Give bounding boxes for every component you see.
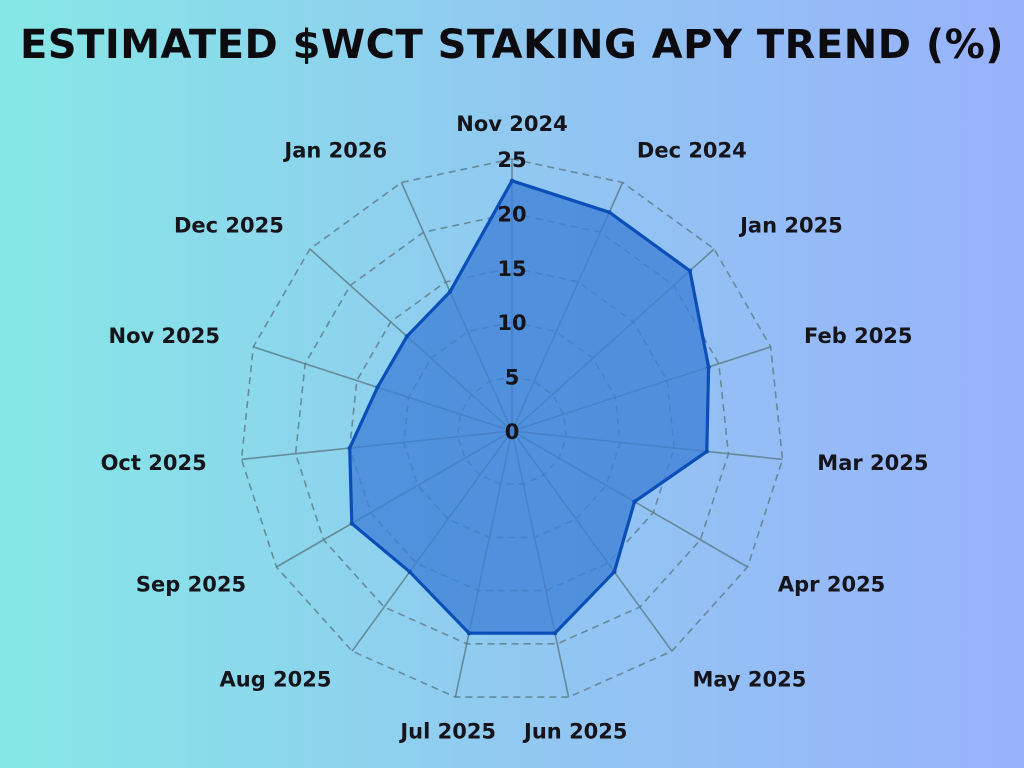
radial-tick-labels: 0 5 10 15 20 25 (497, 148, 526, 444)
data-point-7 (552, 631, 558, 636)
data-point-2 (687, 268, 693, 273)
data-point-3 (706, 364, 711, 370)
category-label-13: Dec 2025 (174, 214, 284, 238)
category-label-2: Jan 2025 (738, 214, 843, 238)
tick-label-5: 5 (505, 366, 520, 390)
category-label-5: Apr 2025 (778, 573, 885, 597)
data-point-1 (607, 210, 612, 215)
category-label-6: May 2025 (693, 667, 807, 691)
grid-ring-20 (294, 212, 730, 645)
category-label-11: Oct 2025 (101, 451, 207, 475)
category-labels: Nov 2024 Dec 2024 Jan 2025 Feb 2025 Mar 2025… (101, 112, 929, 743)
data-point-10 (349, 521, 354, 526)
tick-label-20: 20 (497, 202, 526, 226)
category-label-4: Mar 2025 (817, 451, 928, 475)
category-label-0: Nov 2024 (456, 112, 567, 136)
tick-label-15: 15 (497, 257, 526, 281)
category-label-1: Dec 2024 (637, 139, 747, 163)
category-label-7: Jun 2025 (522, 719, 627, 743)
tick-label-10: 10 (497, 311, 526, 335)
data-point-4 (704, 449, 709, 454)
data-point-11 (347, 445, 352, 451)
category-label-9: Aug 2025 (220, 667, 332, 691)
data-point-13 (404, 334, 410, 339)
radar-series (347, 178, 711, 636)
grid-ring-25 (240, 158, 784, 698)
category-label-12: Nov 2025 (109, 324, 220, 348)
data-point-9 (407, 569, 412, 574)
data-point-14 (447, 289, 453, 294)
chart-title: ESTIMATED $WCT STAKING APY TREND (%) (19, 22, 1005, 68)
category-label-3: Feb 2025 (804, 324, 913, 348)
data-point-12 (375, 385, 380, 390)
category-label-8: Jul 2025 (398, 719, 496, 743)
category-label-10: Sep 2025 (136, 573, 246, 597)
tick-label-0: 0 (505, 420, 520, 444)
tick-label-25: 25 (497, 148, 526, 172)
series-area-0 (348, 179, 711, 635)
data-point-0 (509, 178, 515, 183)
data-point-6 (612, 569, 617, 574)
data-point-8 (466, 631, 472, 636)
category-label-14: Jan 2026 (282, 139, 387, 163)
data-point-5 (632, 499, 637, 504)
